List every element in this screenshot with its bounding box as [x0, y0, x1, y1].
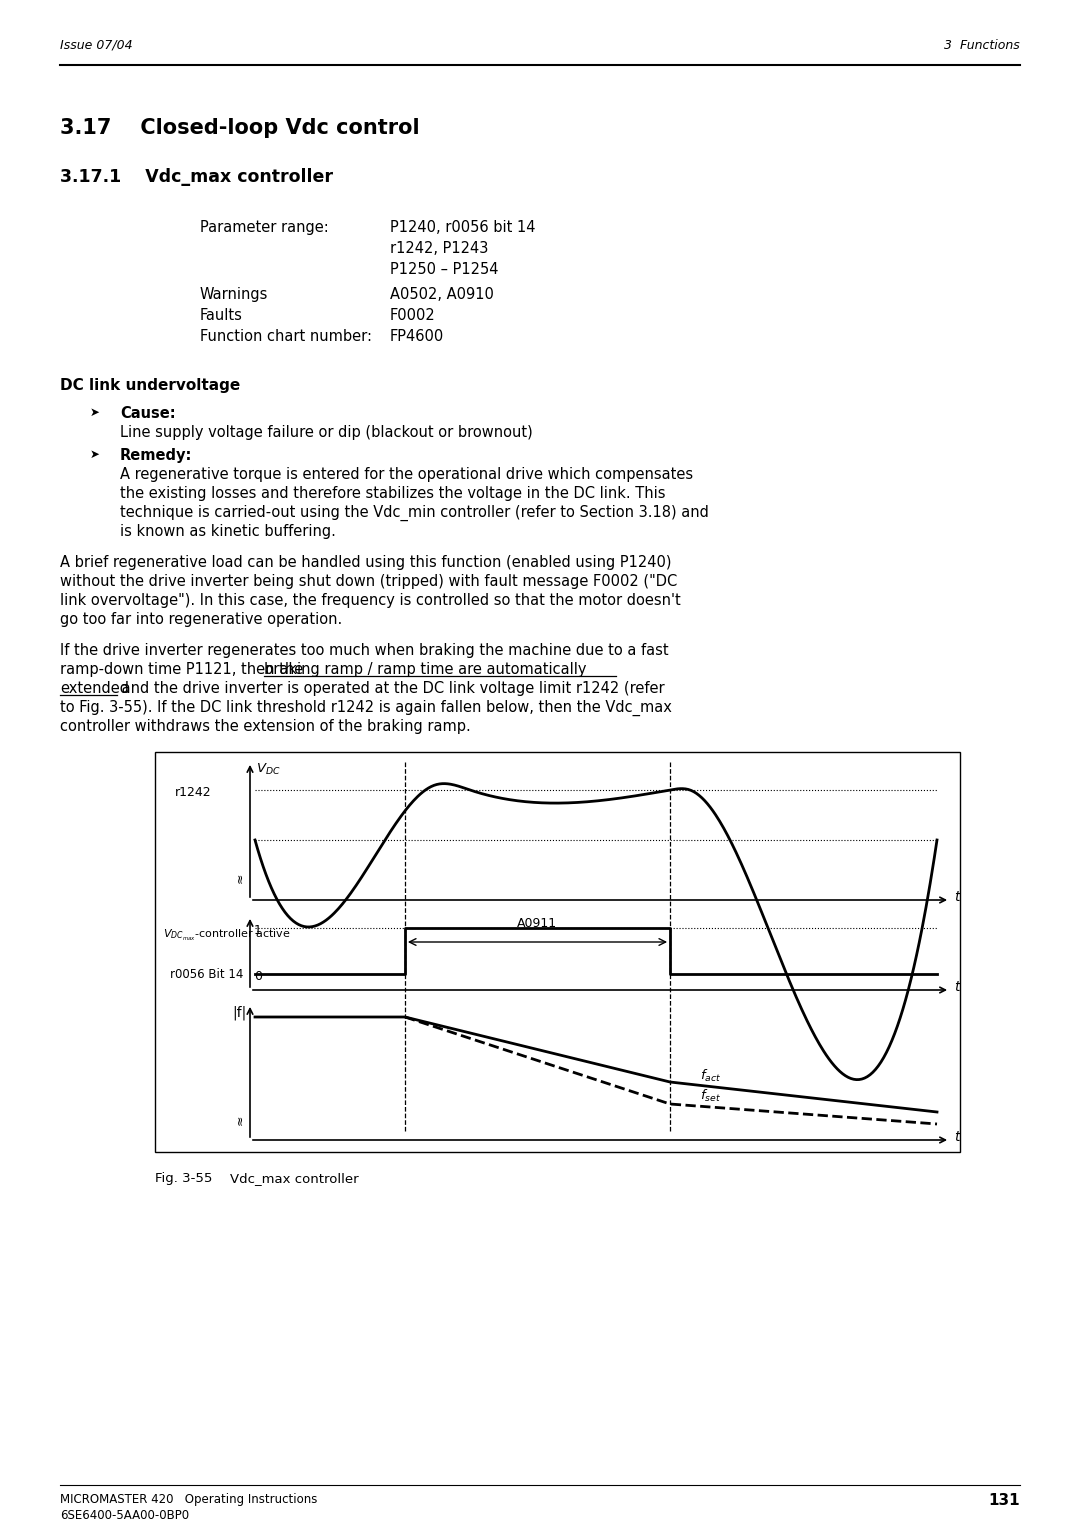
Text: ➤: ➤: [90, 448, 99, 461]
Text: without the drive inverter being shut down (tripped) with fault message F0002 (": without the drive inverter being shut do…: [60, 575, 677, 588]
Text: Issue 07/04: Issue 07/04: [60, 40, 133, 52]
Text: Warnings: Warnings: [200, 287, 268, 303]
Text: Fig. 3-55: Fig. 3-55: [156, 1172, 213, 1186]
Text: ➤: ➤: [90, 406, 99, 419]
Text: r1242, P1243: r1242, P1243: [390, 241, 488, 257]
Text: MICROMASTER 420   Operating Instructions: MICROMASTER 420 Operating Instructions: [60, 1493, 318, 1507]
Text: 3.17    Closed-loop Vdc control: 3.17 Closed-loop Vdc control: [60, 118, 420, 138]
Text: 3  Functions: 3 Functions: [944, 40, 1020, 52]
Text: Remedy:: Remedy:: [120, 448, 192, 463]
Text: is known as kinetic buffering.: is known as kinetic buffering.: [120, 524, 336, 539]
Text: $f_{act}$: $f_{act}$: [700, 1068, 721, 1083]
Text: A brief regenerative load can be handled using this function (enabled using P124: A brief regenerative load can be handled…: [60, 555, 672, 570]
Text: to Fig. 3-55). If the DC link threshold r1242 is again fallen below, then the Vd: to Fig. 3-55). If the DC link threshold …: [60, 700, 672, 717]
Text: Vdc_max controller: Vdc_max controller: [230, 1172, 359, 1186]
Text: If the drive inverter regenerates too much when braking the machine due to a fas: If the drive inverter regenerates too mu…: [60, 643, 669, 659]
Text: $V_{DC_{max}}$-controller active: $V_{DC_{max}}$-controller active: [163, 927, 291, 943]
Text: Line supply voltage failure or dip (blackout or brownout): Line supply voltage failure or dip (blac…: [120, 425, 532, 440]
Text: 6SE6400-5AA00-0BP0: 6SE6400-5AA00-0BP0: [60, 1510, 189, 1522]
Text: controller withdraws the extension of the braking ramp.: controller withdraws the extension of th…: [60, 720, 471, 733]
Text: 0: 0: [254, 969, 262, 983]
Text: t: t: [954, 889, 959, 905]
Text: 131: 131: [988, 1493, 1020, 1508]
Text: Function chart number:: Function chart number:: [200, 329, 372, 344]
Bar: [156, 752, 960, 1152]
Text: ramp-down time P1121, then the: ramp-down time P1121, then the: [60, 662, 308, 677]
Text: Faults: Faults: [200, 309, 243, 322]
Text: Parameter range:: Parameter range:: [200, 220, 328, 235]
Text: link overvoltage"). In this case, the frequency is controlled so that the motor : link overvoltage"). In this case, the fr…: [60, 593, 680, 608]
Text: t: t: [954, 979, 959, 995]
Text: r1242: r1242: [175, 787, 212, 799]
Text: P1250 – P1254: P1250 – P1254: [390, 261, 499, 277]
Text: A0911: A0911: [517, 917, 557, 931]
Text: go too far into regenerative operation.: go too far into regenerative operation.: [60, 613, 342, 626]
Text: FP4600: FP4600: [390, 329, 444, 344]
Text: |f|: |f|: [232, 1005, 246, 1021]
Text: DC link undervoltage: DC link undervoltage: [60, 377, 240, 393]
Text: and the drive inverter is operated at the DC link voltage limit r1242 (refer: and the drive inverter is operated at th…: [117, 681, 664, 695]
Text: braking ramp / ramp time are automatically: braking ramp / ramp time are automatical…: [264, 662, 586, 677]
Text: $V_{DC}$: $V_{DC}$: [256, 762, 281, 778]
Text: extended: extended: [60, 681, 129, 695]
Text: ≈: ≈: [233, 872, 246, 883]
Text: technique is carried-out using the Vdc_min controller (refer to Section 3.18) an: technique is carried-out using the Vdc_m…: [120, 504, 708, 521]
Text: A regenerative torque is entered for the operational drive which compensates: A regenerative torque is entered for the…: [120, 468, 693, 481]
Text: ≈: ≈: [233, 1115, 246, 1125]
Text: t: t: [954, 1131, 959, 1144]
Text: 1: 1: [254, 923, 261, 937]
Text: 3.17.1    Vdc_max controller: 3.17.1 Vdc_max controller: [60, 168, 333, 186]
Text: r0056 Bit 14: r0056 Bit 14: [170, 969, 243, 981]
Text: F0002: F0002: [390, 309, 435, 322]
Text: A0502, A0910: A0502, A0910: [390, 287, 494, 303]
Text: Cause:: Cause:: [120, 406, 176, 422]
Text: the existing losses and therefore stabilizes the voltage in the DC link. This: the existing losses and therefore stabil…: [120, 486, 665, 501]
Text: $f_{set}$: $f_{set}$: [700, 1088, 721, 1105]
Text: P1240, r0056 bit 14: P1240, r0056 bit 14: [390, 220, 536, 235]
